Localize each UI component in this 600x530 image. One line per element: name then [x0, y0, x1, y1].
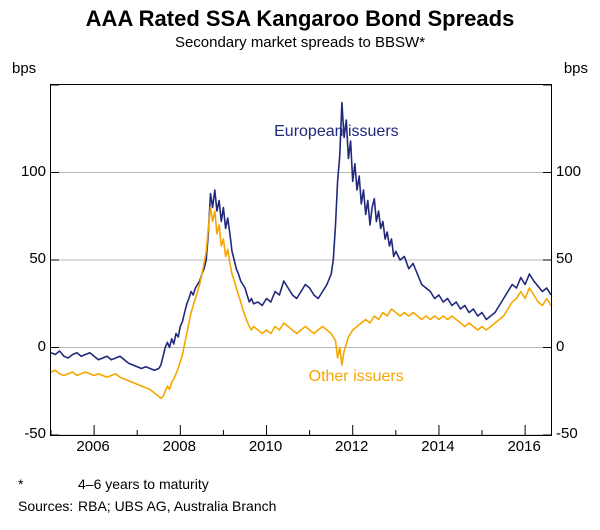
footnote: *4–6 years to maturity — [18, 476, 209, 492]
series-label: European issuers — [274, 123, 399, 141]
sources-label: Sources: — [18, 498, 78, 514]
sources: Sources:RBA; UBS AG, Australia Branch — [18, 498, 276, 514]
xtick: 2010 — [249, 438, 282, 455]
xtick: 2016 — [507, 438, 540, 455]
y-unit-left: bps — [12, 60, 36, 77]
ytick-left: 0 — [6, 338, 46, 355]
series-label: Other issuers — [309, 368, 404, 386]
ytick-right: -50 — [556, 425, 596, 442]
ytick-right: 50 — [556, 250, 596, 267]
xtick: 2006 — [76, 438, 109, 455]
footnote-text: 4–6 years to maturity — [78, 476, 209, 492]
ytick-left: 50 — [6, 250, 46, 267]
ytick-right: 100 — [556, 163, 596, 180]
xtick: 2012 — [335, 438, 368, 455]
ytick-left: 100 — [6, 163, 46, 180]
sources-text: RBA; UBS AG, Australia Branch — [78, 498, 276, 514]
chart-title: AAA Rated SSA Kangaroo Bond Spreads — [0, 0, 600, 32]
chart-container: AAA Rated SSA Kangaroo Bond Spreads Seco… — [0, 0, 600, 530]
series-other-issuers — [51, 208, 551, 399]
xtick: 2008 — [163, 438, 196, 455]
footnote-symbol: * — [18, 476, 78, 492]
ytick-left: -50 — [6, 425, 46, 442]
ytick-right: 0 — [556, 338, 596, 355]
xtick: 2014 — [421, 438, 454, 455]
y-unit-right: bps — [564, 60, 588, 77]
chart-subtitle: Secondary market spreads to BBSW* — [0, 34, 600, 51]
